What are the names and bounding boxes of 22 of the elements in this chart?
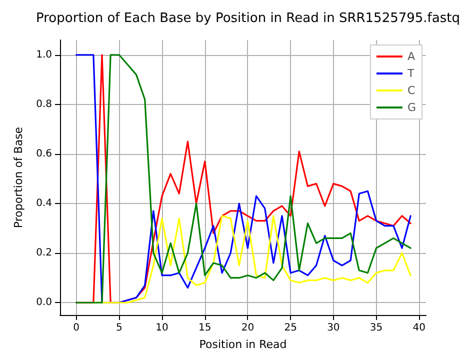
legend-label: C (407, 84, 416, 97)
x-tick-label: 15 (198, 322, 212, 334)
legend-label: T (406, 67, 414, 80)
y-tick-label: 0.6 (36, 148, 52, 160)
x-tick-label: 0 (73, 322, 80, 334)
y-tick-label: 0.4 (36, 198, 52, 210)
x-tick-label: 40 (412, 322, 426, 334)
x-axis-title: Position in Read (199, 338, 287, 351)
x-tick-label: 30 (327, 322, 340, 334)
y-tick-label: 0.8 (36, 98, 52, 110)
x-tick-label: 5 (116, 322, 122, 334)
chart-title: Proportion of Each Base by Position in Read in SRR1525795.fastq (36, 11, 460, 26)
legend-label: A (407, 50, 416, 63)
x-tick-label: 20 (241, 322, 254, 334)
y-tick-label: 0.0 (36, 297, 52, 308)
x-tick-label: 35 (370, 322, 383, 334)
x-tick-label: 10 (156, 322, 168, 334)
x-tick-label: 25 (284, 322, 297, 334)
y-tick-label: 1.0 (36, 49, 52, 60)
y-tick-label: 0.2 (36, 248, 52, 259)
y-axis-title: Proportion of Base (12, 126, 25, 228)
legend-label: G (407, 101, 416, 114)
